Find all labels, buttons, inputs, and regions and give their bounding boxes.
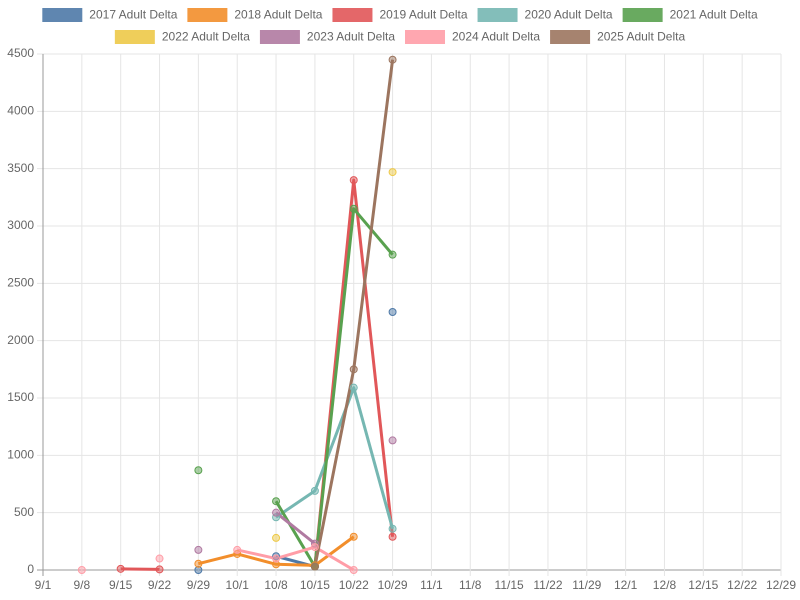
x-tick-label: 10/22 bbox=[339, 578, 369, 592]
data-point bbox=[349, 176, 358, 185]
legend-swatch bbox=[42, 8, 83, 22]
y-tick-label: 4500 bbox=[7, 46, 34, 60]
x-tick-label: 12/29 bbox=[766, 578, 796, 592]
data-point bbox=[349, 566, 358, 574]
y-tick-label: 1000 bbox=[7, 448, 34, 462]
data-point bbox=[349, 532, 358, 541]
data-point bbox=[272, 508, 281, 517]
legend-swatch bbox=[477, 8, 518, 22]
data-point bbox=[194, 545, 203, 554]
legend-item: 2025 Adult Delta bbox=[550, 30, 685, 44]
x-tick-label: 10/8 bbox=[264, 578, 288, 592]
legend-item: 2022 Adult Delta bbox=[114, 30, 250, 44]
x-tick-label: 11/1 bbox=[420, 578, 443, 592]
data-point bbox=[116, 564, 125, 573]
data-point bbox=[388, 532, 397, 541]
data-point bbox=[388, 308, 397, 316]
x-tick-label: 12/15 bbox=[688, 578, 718, 592]
series-line bbox=[275, 386, 395, 530]
x-tick-label: 9/22 bbox=[148, 578, 172, 592]
data-point bbox=[349, 365, 358, 374]
x-tick-label: 11/22 bbox=[533, 578, 562, 592]
legend-swatch bbox=[405, 30, 445, 44]
data-point bbox=[77, 566, 86, 574]
series-line bbox=[274, 207, 394, 569]
x-tick-label: 11/29 bbox=[572, 578, 601, 592]
y-tick-label: 2000 bbox=[7, 333, 34, 347]
data-point bbox=[272, 533, 281, 542]
x-tick-label: 9/29 bbox=[187, 578, 211, 592]
legend-swatch bbox=[550, 30, 591, 44]
legend-swatch bbox=[187, 8, 228, 22]
x-tick-label: 12/22 bbox=[727, 578, 757, 592]
data-point bbox=[194, 466, 203, 475]
data-point bbox=[388, 250, 397, 259]
x-tick-label: 9/15 bbox=[109, 578, 133, 592]
data-point bbox=[310, 562, 319, 571]
legend-label: 2025 Adult Delta bbox=[597, 30, 685, 44]
data-point bbox=[233, 545, 242, 554]
legend-item: 2019 Adult Delta bbox=[332, 8, 468, 22]
y-tick-label: 3000 bbox=[7, 218, 34, 232]
series-line bbox=[276, 440, 393, 543]
legend-item: 2024 Adult Delta bbox=[405, 30, 540, 44]
data-point bbox=[349, 204, 358, 213]
x-tick-label: 12/1 bbox=[614, 578, 638, 592]
data-point bbox=[388, 168, 397, 177]
y-tick-label: 1500 bbox=[7, 390, 34, 404]
legend-swatch bbox=[259, 30, 300, 44]
y-tick-label: 500 bbox=[14, 505, 34, 519]
x-tick-label: 9/1 bbox=[35, 578, 52, 592]
data-point bbox=[155, 554, 164, 563]
x-tick-label: 12/8 bbox=[653, 578, 677, 592]
legend-label: 2021 Adult Delta bbox=[670, 8, 758, 22]
legend-label: 2019 Adult Delta bbox=[379, 8, 467, 22]
x-tick-label: 10/29 bbox=[378, 578, 408, 592]
y-tick-label: 3500 bbox=[7, 161, 34, 175]
legend-swatch bbox=[622, 8, 663, 22]
data-point bbox=[155, 565, 164, 574]
x-tick-label: 9/8 bbox=[73, 578, 90, 592]
legend-label: 2018 Adult Delta bbox=[234, 8, 322, 22]
x-tick-label: 10/15 bbox=[300, 578, 330, 592]
legend-label: 2022 Adult Delta bbox=[162, 30, 250, 44]
legend-label: 2024 Adult Delta bbox=[452, 30, 540, 44]
data-point bbox=[349, 383, 358, 392]
data-point bbox=[272, 554, 281, 563]
legend-label: 2017 Adult Delta bbox=[89, 8, 177, 22]
data-point bbox=[388, 436, 397, 445]
data-point bbox=[388, 524, 397, 533]
data-point bbox=[388, 55, 397, 64]
x-tick-label: 11/15 bbox=[495, 578, 524, 592]
data-point bbox=[272, 497, 281, 506]
x-tick-label: 11/8 bbox=[459, 578, 482, 592]
data-point bbox=[310, 543, 319, 552]
y-tick-label: 2500 bbox=[7, 276, 34, 290]
data-point bbox=[310, 486, 319, 495]
legend-item: 2023 Adult Delta bbox=[259, 30, 395, 44]
y-tick-label: 4000 bbox=[7, 104, 34, 118]
x-tick-label: 10/1 bbox=[226, 578, 250, 592]
legend-item: 2020 Adult Delta bbox=[477, 8, 613, 22]
legend-swatch bbox=[332, 8, 373, 22]
legend-item: 2018 Adult Delta bbox=[187, 8, 323, 22]
legend-item: 2021 Adult Delta bbox=[622, 8, 758, 22]
legend-swatch bbox=[114, 30, 155, 44]
series-line bbox=[236, 545, 355, 572]
y-tick-label: 0 bbox=[27, 562, 34, 576]
legend-item: 2017 Adult Delta bbox=[42, 8, 178, 22]
data-point bbox=[194, 559, 203, 568]
legend-label: 2020 Adult Delta bbox=[525, 8, 613, 22]
legend-label: 2023 Adult Delta bbox=[307, 30, 395, 44]
